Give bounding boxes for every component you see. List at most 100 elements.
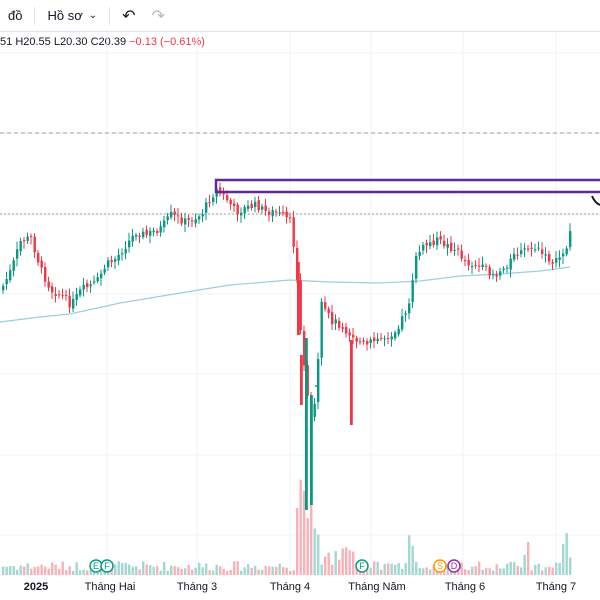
drawing-tool-arrow[interactable] xyxy=(591,195,600,206)
candle-body xyxy=(159,226,162,233)
volume-bar xyxy=(152,566,155,575)
candle xyxy=(257,195,260,213)
candle xyxy=(443,234,446,249)
candle-body xyxy=(180,217,183,224)
candle-body xyxy=(58,294,61,296)
resistance-zone-rectangle[interactable] xyxy=(214,178,600,194)
volume-bar xyxy=(229,570,232,575)
candle-body xyxy=(89,284,92,287)
candle-body xyxy=(324,302,327,309)
redo-button[interactable]: ↷ xyxy=(144,0,173,32)
event-marker[interactable]: D xyxy=(447,559,461,573)
candle-body xyxy=(450,242,453,251)
candle-body xyxy=(261,206,264,210)
candle xyxy=(247,200,250,212)
candle xyxy=(362,337,365,345)
candle-body xyxy=(9,270,12,281)
candle-body xyxy=(380,337,383,339)
volume-bar xyxy=(411,545,414,575)
candle-body xyxy=(345,326,348,334)
toolbar-divider xyxy=(109,6,111,25)
candle xyxy=(331,304,334,331)
candle xyxy=(516,247,519,260)
candle-body xyxy=(303,331,306,366)
volume-bar xyxy=(117,561,120,575)
candle-body xyxy=(341,327,344,329)
candle-body xyxy=(422,244,425,251)
candle xyxy=(271,206,274,222)
candle xyxy=(492,269,495,280)
candle xyxy=(425,239,428,254)
candle-body xyxy=(362,340,365,342)
volume-bars xyxy=(2,468,572,575)
volume-bar xyxy=(541,570,544,575)
chart-menu-label: đồ xyxy=(8,8,23,23)
candle xyxy=(33,233,36,258)
candle-body xyxy=(271,210,274,217)
candle-body xyxy=(5,279,8,285)
candle xyxy=(26,232,29,244)
toolbar: đồ Hồ sơ ⌄ ↶ ↷ xyxy=(0,0,600,32)
candle xyxy=(159,221,162,237)
candle-body xyxy=(310,395,313,505)
candle-body xyxy=(201,214,204,217)
profile-menu[interactable]: Hồ sơ ⌄ xyxy=(39,0,105,32)
volume-bar xyxy=(292,570,295,575)
volume-bar xyxy=(222,568,225,575)
x-axis-label: Tháng Năm xyxy=(348,581,405,593)
candle-body xyxy=(26,236,29,241)
event-marker[interactable]: S xyxy=(433,559,447,573)
candle xyxy=(240,207,243,223)
candle xyxy=(453,242,456,256)
candle xyxy=(467,253,470,271)
volume-bar xyxy=(327,552,330,575)
undo-button[interactable]: ↶ xyxy=(114,0,143,32)
event-marker[interactable]: E xyxy=(89,559,103,573)
candle-body xyxy=(292,217,295,247)
candle xyxy=(495,270,498,282)
candle xyxy=(551,259,554,271)
candle-body xyxy=(297,262,300,335)
candle-body xyxy=(268,211,271,216)
candle xyxy=(264,198,267,216)
candle xyxy=(107,257,110,271)
candle-body xyxy=(187,217,190,220)
candle xyxy=(5,271,8,290)
candle xyxy=(170,204,173,220)
candle-body xyxy=(338,320,341,328)
chart-menu[interactable]: đồ xyxy=(0,0,30,32)
candle-body xyxy=(562,253,565,257)
volume-bar xyxy=(338,559,341,575)
candle xyxy=(303,325,306,371)
candle-body xyxy=(65,295,68,297)
volume-bar xyxy=(271,566,274,575)
candle xyxy=(124,241,127,260)
candle xyxy=(205,198,208,221)
candle xyxy=(166,213,169,225)
event-marker[interactable]: F xyxy=(355,559,369,573)
candle xyxy=(429,234,432,250)
candle xyxy=(9,264,12,283)
candle-body xyxy=(37,252,40,263)
volume-bar xyxy=(471,566,474,575)
candle-body xyxy=(443,240,446,247)
volume-bar xyxy=(317,534,320,575)
candle xyxy=(261,203,264,214)
candle xyxy=(156,228,159,236)
candle-body xyxy=(558,257,561,260)
close-label: C xyxy=(90,36,99,48)
candle xyxy=(359,337,362,345)
candle-body xyxy=(177,215,180,217)
candle-body xyxy=(305,338,308,510)
volume-bar xyxy=(408,535,411,575)
event-marker[interactable]: F xyxy=(100,559,114,573)
candle-body xyxy=(145,229,148,235)
volume-bar xyxy=(558,562,561,575)
candle xyxy=(23,237,26,249)
candle-body xyxy=(334,319,337,324)
volume-bar xyxy=(341,548,344,575)
candle-body xyxy=(457,248,460,250)
candle xyxy=(149,227,152,244)
candle-body xyxy=(383,338,386,340)
